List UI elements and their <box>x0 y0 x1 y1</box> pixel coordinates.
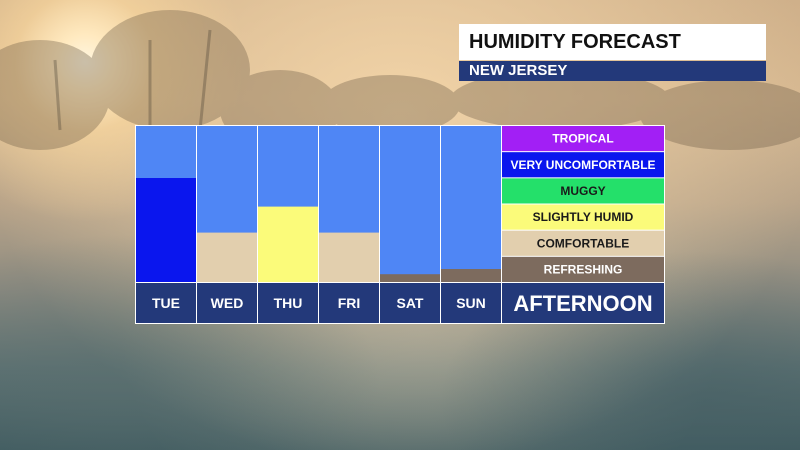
day-label-thu: THU <box>274 295 303 311</box>
day-label-sat: SAT <box>397 295 424 311</box>
bar-background-sun <box>441 126 501 282</box>
day-cell-sat <box>380 283 440 323</box>
day-cell-wed <box>197 283 257 323</box>
legend-label-slightly-humid: SLIGHTLY HUMID <box>533 210 634 224</box>
bar-fri <box>319 232 379 282</box>
bar-sun <box>441 269 501 282</box>
bar-tue <box>136 178 196 282</box>
legend-swatch-refreshing <box>502 256 664 282</box>
legend-label-tropical: TROPICAL <box>552 132 613 146</box>
legend-label-refreshing: REFRESHING <box>544 262 623 276</box>
day-label-fri: FRI <box>338 295 361 311</box>
chart-subtitle: NEW JERSEY <box>459 61 766 81</box>
bar-background-sat <box>380 126 440 282</box>
footer-cell <box>502 283 664 323</box>
chart-title: HUMIDITY FORECAST <box>459 24 766 60</box>
legend-swatch-very-uncomfortable <box>502 152 664 178</box>
legend-swatch-slightly-humid <box>502 204 664 230</box>
legend-label-muggy: MUGGY <box>560 184 605 198</box>
day-cell-fri <box>319 283 379 323</box>
footer-label: AFTERNOON <box>513 291 652 316</box>
bar-wed <box>197 232 257 282</box>
day-label-sun: SUN <box>456 295 486 311</box>
bar-thu <box>258 206 318 282</box>
day-cell-sun <box>441 283 501 323</box>
bar-sat <box>380 274 440 282</box>
legend-swatch-muggy <box>502 178 664 204</box>
day-label-wed: WED <box>211 295 244 311</box>
legend-swatch-tropical <box>502 126 664 152</box>
legend-label-comfortable: COMFORTABLE <box>537 236 629 250</box>
day-cell-tue <box>136 283 196 323</box>
day-label-tue: TUE <box>152 295 180 311</box>
day-cell-thu <box>258 283 318 323</box>
legend-swatch-comfortable <box>502 230 664 256</box>
legend-label-very-uncomfortable: VERY UNCOMFORTABLE <box>510 158 655 172</box>
